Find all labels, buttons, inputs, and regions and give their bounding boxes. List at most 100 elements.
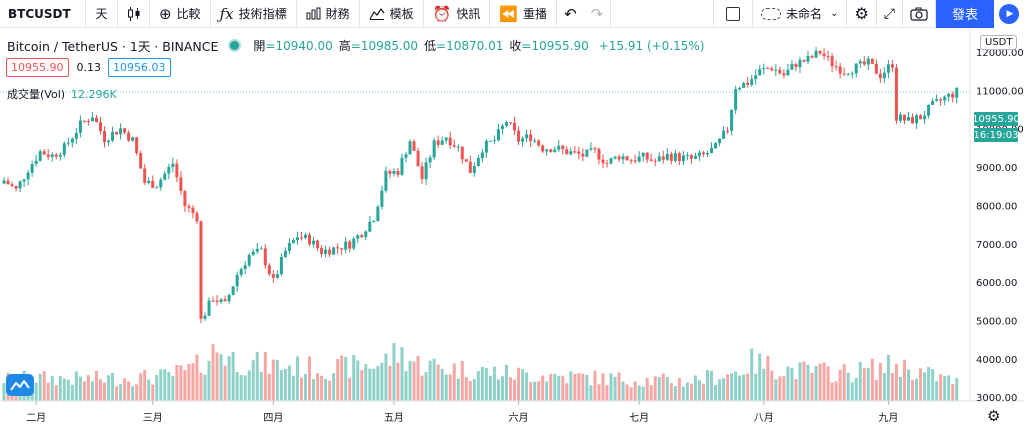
candle-body [693, 156, 697, 159]
volume-bar [372, 368, 376, 401]
volume-bar [613, 376, 617, 401]
volume-bar [416, 355, 420, 401]
volume-bar [734, 371, 738, 401]
volume-bar [179, 365, 183, 401]
candle-body [223, 299, 227, 302]
price-chart[interactable]: 12000.0011000.0010000.009000.008000.0070… [0, 29, 1024, 428]
candle-body [645, 152, 649, 160]
high-item: 高=10985.00 [339, 37, 418, 54]
candle-body [943, 96, 947, 101]
candle-body [822, 53, 826, 57]
volume-bar [549, 373, 553, 401]
replay-button[interactable]: ⏪ 重播 [490, 0, 558, 28]
volume-bar [689, 383, 693, 401]
series-legend: Bitcoin / TetherUS · 1天 · BINANCE 開=1094… [7, 36, 704, 55]
candle-body [203, 315, 207, 319]
candle-body [356, 235, 360, 239]
volume-legend[interactable]: 成交量(Vol) 12.296K [7, 86, 117, 102]
volume-bar [850, 382, 854, 401]
volume-label: 成交量(Vol) [7, 88, 66, 101]
play-icon: ▶ [999, 3, 1019, 24]
chart-settings-icon[interactable]: ⚙ [987, 407, 1001, 425]
last-price-tag: 10955.90 [972, 112, 1020, 126]
publish-button[interactable]: 發表 [936, 0, 994, 28]
volume-bar [718, 379, 722, 401]
candle-body [195, 213, 199, 222]
candle-body [931, 100, 935, 105]
candle-body [593, 148, 597, 150]
volume-bar [151, 384, 155, 401]
undo-button[interactable]: ↶ [557, 0, 584, 28]
volume-bar [955, 377, 959, 401]
chart-style-button[interactable] [118, 0, 150, 28]
compare-button[interactable]: ⊕ 比較 [150, 0, 211, 28]
redo-button[interactable]: ↷ [584, 0, 612, 28]
interval-button[interactable]: 天 [86, 0, 118, 28]
buy-price-button[interactable]: 10956.03 [108, 58, 171, 77]
currency-badge[interactable]: USDT [980, 35, 1018, 50]
volume-bar [159, 369, 163, 401]
sell-price-button[interactable]: 10955.90 [6, 58, 69, 77]
layout-name: 未命名 [786, 7, 823, 21]
candle-body [295, 237, 299, 241]
play-button[interactable]: ▶ [994, 0, 1024, 28]
candle-body [392, 171, 396, 174]
candle-body [605, 163, 609, 165]
price-axis[interactable]: 12000.0011000.0010000.009000.008000.0070… [976, 48, 1024, 404]
volume-bar [685, 382, 689, 401]
candle-body [448, 137, 452, 146]
candle-body [271, 274, 275, 278]
volume-bar [822, 362, 826, 401]
volume-bar [251, 360, 255, 401]
volume-bar [870, 358, 874, 401]
snapshot-button[interactable] [903, 0, 936, 28]
low-value: =10870.01 [436, 39, 504, 53]
volume-bar [304, 373, 307, 401]
time-axis[interactable]: 二月 三月 四月 五月 六月 七月 八月 九月 [26, 401, 898, 424]
indicators-button[interactable]: ƒx 技術指標 [211, 0, 297, 28]
volume-bar [529, 382, 533, 401]
volume-bar [585, 375, 589, 401]
volume-bar [927, 367, 931, 401]
volume-bar [203, 374, 207, 401]
symbol-search-button[interactable]: BTCUSDT [0, 0, 86, 28]
alert-button[interactable]: ⏰ 快訊 [424, 0, 491, 28]
candlesticks [2, 47, 959, 324]
financials-button[interactable]: 財務 [297, 0, 360, 28]
candle-body [368, 221, 372, 232]
volume-bar [874, 379, 878, 401]
volume-bar [569, 371, 573, 401]
layout-toggle-button[interactable] [714, 0, 754, 28]
candle-body [661, 156, 665, 160]
volume-bar [915, 378, 919, 401]
templates-button[interactable]: 模板 [360, 0, 424, 28]
volume-bar [412, 361, 416, 401]
candle-body [191, 207, 195, 214]
volume-bar [380, 362, 384, 401]
fullscreen-button[interactable]: ⤢ [877, 0, 903, 28]
candle-body [794, 64, 798, 68]
countdown-tag: 16:19:03 [973, 128, 1019, 142]
volume-bar [866, 367, 870, 401]
candle-body [589, 148, 593, 150]
candle-body [766, 68, 770, 70]
candle-body [428, 157, 432, 163]
candle-body [340, 248, 344, 250]
candle-body [420, 166, 424, 180]
pair-title[interactable]: Bitcoin / TetherUS · 1天 · BINANCE [7, 39, 219, 54]
candle-body [452, 145, 456, 147]
candle-body [685, 155, 689, 157]
open-value: =10940.00 [265, 39, 333, 53]
candle-body [432, 140, 436, 158]
tradingview-logo[interactable] [6, 374, 34, 396]
volume-bar [778, 376, 782, 401]
candle-body [243, 265, 247, 269]
candle-body [834, 66, 838, 68]
volume-bar [919, 368, 923, 401]
layout-name-dropdown[interactable]: 未命名 ⌄ [753, 0, 848, 28]
price-tick-label: 5000.00 [976, 316, 1017, 327]
settings-button[interactable]: ⚙ [847, 0, 877, 28]
candle-body [324, 249, 328, 254]
candle-body [894, 67, 898, 121]
candle-body [143, 168, 147, 183]
